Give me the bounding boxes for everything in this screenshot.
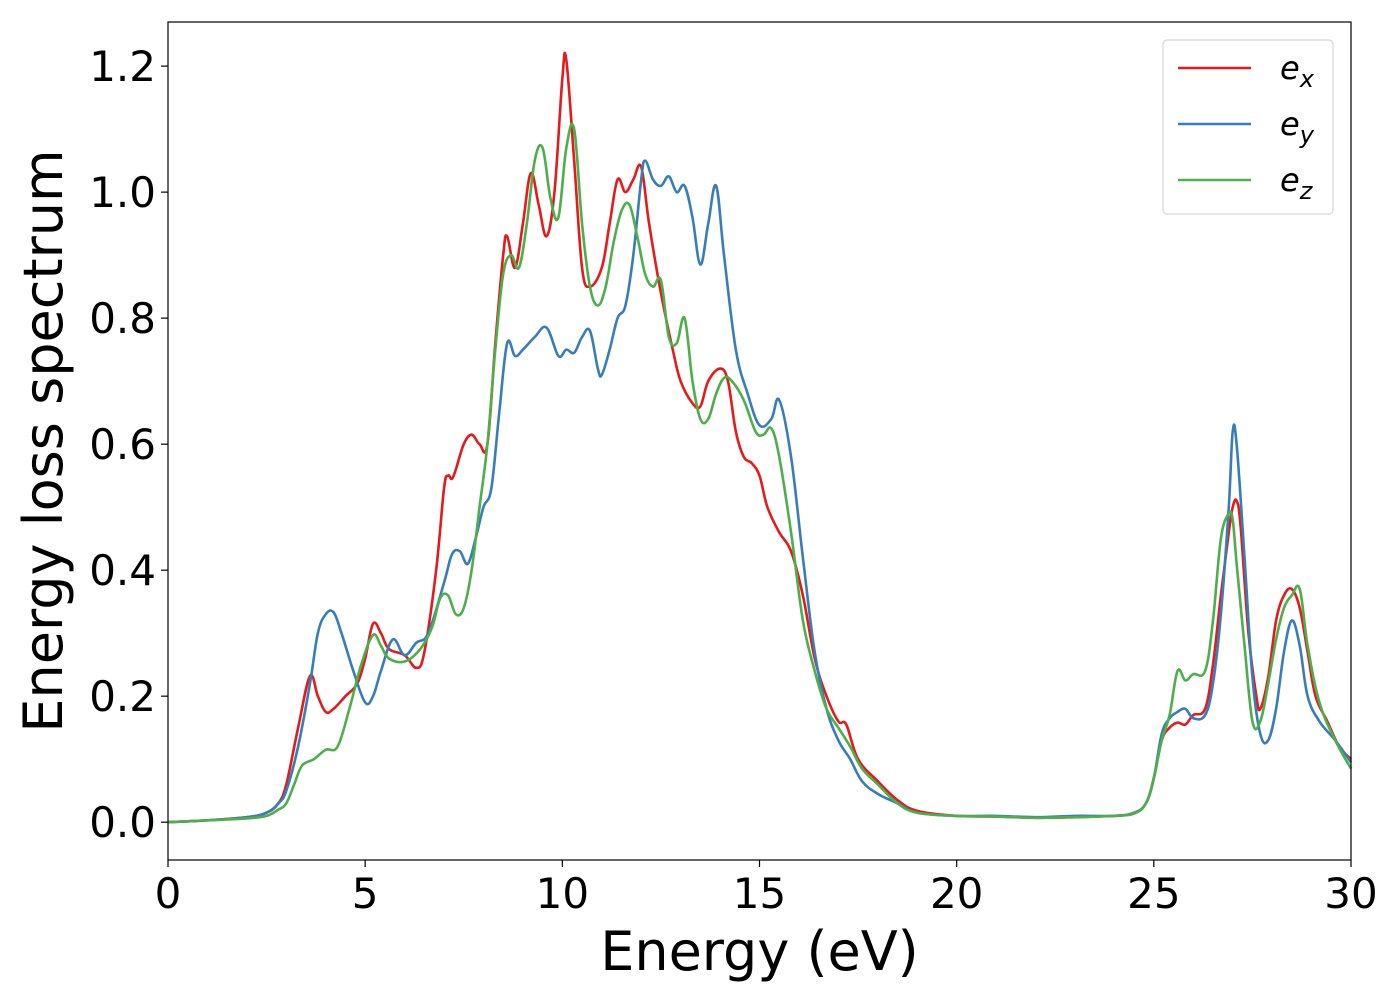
x-tick-label: 10 [536,869,589,918]
y-tick-label: 0.4 [89,546,156,595]
x-tick-label: 30 [1324,869,1377,918]
x-tick-label: 20 [930,869,983,918]
y-tick-label: 0.2 [89,672,156,721]
series-group [167,51,1353,824]
x-tick-label: 0 [155,869,182,918]
legend-label-subscript: x [1299,65,1315,93]
legend-label-subscript: z [1299,177,1314,205]
x-axis-title: Energy (eV) [600,920,919,983]
x-axis-ticks: 0 5 10 15 20 25 30 [155,860,1378,918]
x-tick-label: 15 [733,869,786,918]
x-tick-label: 5 [352,869,379,918]
series-line-x [167,51,1352,824]
y-tick-label: 1.2 [89,42,156,91]
y-axis-ticks: 0.0 0.2 0.4 0.6 0.8 1.0 1.2 [89,42,168,847]
y-tick-label: 0.8 [89,294,156,343]
legend-label-subscript: y [1299,121,1315,149]
x-tick-label: 25 [1127,869,1180,918]
y-tick-label: 0.6 [89,420,156,469]
y-tick-label: 1.0 [89,168,156,217]
y-axis-title: Energy loss spectrum [12,149,75,732]
plot-area [167,21,1353,861]
y-tick-label: 0.0 [89,798,156,847]
legend-box [1162,39,1334,215]
series-line-y [167,159,1353,824]
series-line-z [167,122,1353,824]
